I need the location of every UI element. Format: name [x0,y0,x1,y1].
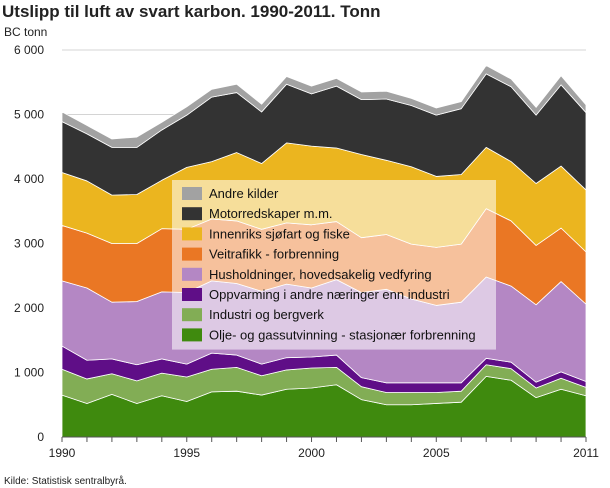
legend-label: Motorredskaper m.m. [209,206,333,221]
legend-swatch [182,227,202,241]
source-note: Kilde: Statistisk sentralbyrå. [4,475,127,487]
legend-swatch [182,187,202,200]
legend-label: Veitrafikk - forbrenning [209,247,339,262]
y-tick-label: 4 000 [14,172,44,186]
x-tick-label: 2011 [573,446,599,460]
y-tick-label: 2 000 [14,301,44,315]
y-tick-label: 5 000 [14,108,44,122]
x-tick-label: 1995 [173,446,200,460]
legend-label: Oppvarming i andre næringer enn industri [209,287,450,302]
legend-swatch [182,207,202,221]
y-tick-label: 6 000 [14,43,44,57]
legend-swatch [182,247,202,261]
x-tick-label: 2005 [423,446,450,460]
legend: Andre kilder Motorredskaper m.m. Innenriks… [172,180,496,350]
y-tick-label: 1 000 [14,366,44,380]
legend-label: Olje- og gassutvinning - stasjonær forbr… [209,327,476,342]
x-tick-label: 2000 [298,446,325,460]
legend-label: Andre kilder [209,186,279,201]
y-tick-label: 3 000 [14,237,44,251]
chart-title: Utslipp til luft av svart karbon. 1990-2… [2,2,381,21]
axes: 0 1 000 2 000 3 000 4 000 5 000 6 000 1990 1995 2… [14,43,599,460]
legend-swatch [182,328,202,342]
legend-label: Innenriks sjøfart og fiske [209,226,350,241]
legend-label: Husholdninger, hovedsakelig vedfyring [209,267,432,282]
x-tick-label: 1990 [49,446,76,460]
legend-swatch [182,267,202,281]
y-axis-label: BC tonn [4,25,47,39]
legend-box [172,180,496,350]
y-tick-label: 0 [37,430,44,444]
legend-label: Industri og bergverk [209,307,324,322]
legend-swatch [182,288,202,301]
area-series [61,65,587,148]
legend-swatch [182,308,202,322]
